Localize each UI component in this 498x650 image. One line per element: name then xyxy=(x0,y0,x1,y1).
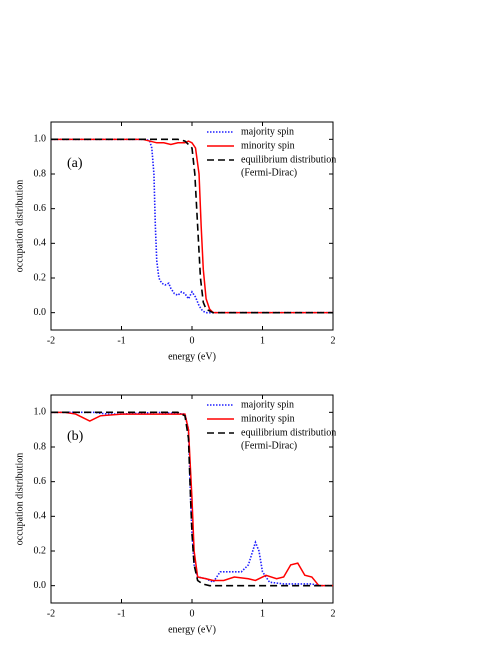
legend-label: majority spin xyxy=(241,126,294,137)
series-line xyxy=(51,138,333,314)
x-tick-label: 1 xyxy=(260,335,265,346)
x-tick-label: -1 xyxy=(117,335,125,346)
y-tick-label: 0.6 xyxy=(34,476,47,487)
x-tick-label: 2 xyxy=(331,608,336,619)
y-axis-label: occupation distribution xyxy=(14,453,25,546)
x-tick-label: -2 xyxy=(47,335,55,346)
y-tick-label: 1.0 xyxy=(34,407,47,418)
panel-label: (a) xyxy=(67,156,83,171)
x-tick-label: -1 xyxy=(117,608,125,619)
x-axis-label: energy (eV) xyxy=(168,351,216,362)
y-tick-label: 1.0 xyxy=(34,134,47,145)
x-tick-label: 0 xyxy=(190,608,195,619)
y-tick-label: 0.6 xyxy=(34,203,47,214)
series-line xyxy=(51,138,333,314)
y-tick-label: 0.4 xyxy=(34,511,47,522)
y-tick-label: 0.8 xyxy=(34,441,47,452)
panel-label: (b) xyxy=(67,429,84,444)
legend-label: majority spin xyxy=(241,399,294,410)
legend-label: equilibrium distribution xyxy=(241,427,336,438)
legend-label: equilibrium distribution xyxy=(241,154,336,165)
y-tick-label: 0.2 xyxy=(34,272,47,283)
series-line xyxy=(51,411,333,587)
legend-label: minority spin xyxy=(241,413,295,424)
y-axis-label: occupation distribution xyxy=(14,180,25,273)
series-line xyxy=(51,411,333,587)
x-axis-label: energy (eV) xyxy=(168,624,216,635)
x-tick-label: 2 xyxy=(331,335,336,346)
y-tick-label: 0.8 xyxy=(34,168,47,179)
y-tick-label: 0.4 xyxy=(34,238,47,249)
x-tick-label: -2 xyxy=(47,608,55,619)
legend-note: (Fermi-Dirac) xyxy=(241,440,297,451)
x-tick-label: 0 xyxy=(190,335,195,346)
y-tick-label: 0.0 xyxy=(34,580,47,591)
y-tick-label: 0.0 xyxy=(34,307,47,318)
legend-label: minority spin xyxy=(241,140,295,151)
series-line xyxy=(51,138,333,314)
y-tick-label: 0.2 xyxy=(34,545,47,556)
x-tick-label: 1 xyxy=(260,608,265,619)
legend-note: (Fermi-Dirac) xyxy=(241,167,297,178)
